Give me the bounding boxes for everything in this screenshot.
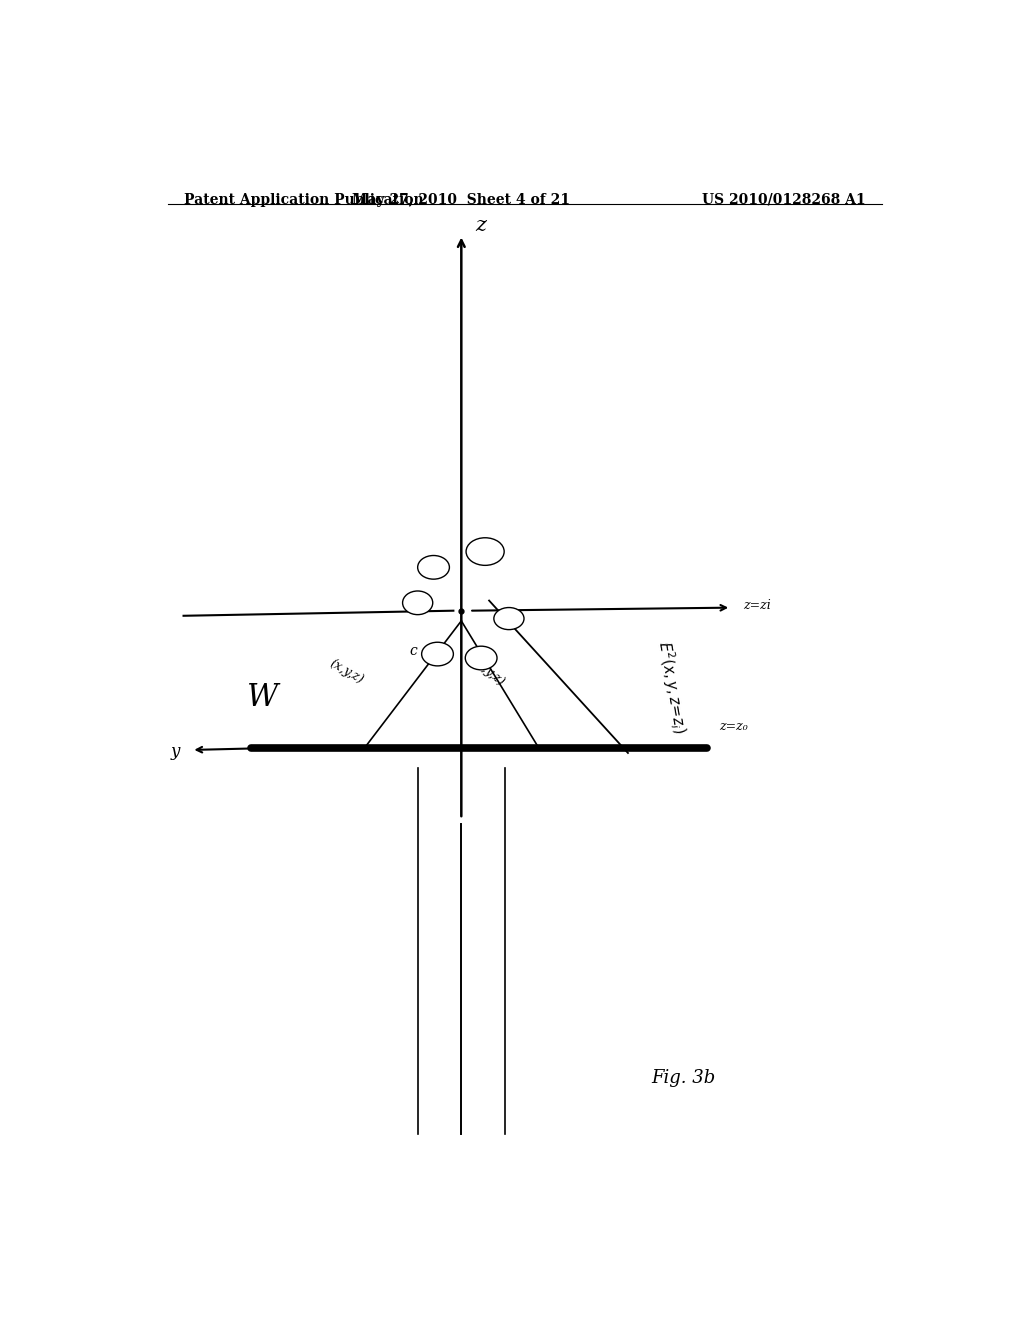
Text: z=zi: z=zi [743,599,771,612]
Ellipse shape [494,607,524,630]
Text: Patent Application Publication: Patent Application Publication [183,193,423,207]
Text: z: z [475,215,486,235]
Ellipse shape [402,591,433,615]
Text: c: c [410,644,418,659]
Text: US 2010/0128268 A1: US 2010/0128268 A1 [702,193,866,207]
Ellipse shape [418,556,450,579]
Text: y: y [170,743,179,760]
Text: $E^2(x,y, z\!=\!z_i)$: $E^2(x,y, z\!=\!z_i)$ [653,639,690,735]
Text: (x,y,z): (x,y,z) [471,655,507,689]
Text: Fig. 3b: Fig. 3b [651,1069,716,1088]
Ellipse shape [465,647,497,669]
Ellipse shape [466,537,504,565]
Text: (x,y,z): (x,y,z) [327,657,366,686]
Text: W: W [247,681,279,713]
Ellipse shape [422,643,454,665]
Text: z=z₀: z=z₀ [719,719,748,733]
Text: May 27, 2010  Sheet 4 of 21: May 27, 2010 Sheet 4 of 21 [352,193,570,207]
